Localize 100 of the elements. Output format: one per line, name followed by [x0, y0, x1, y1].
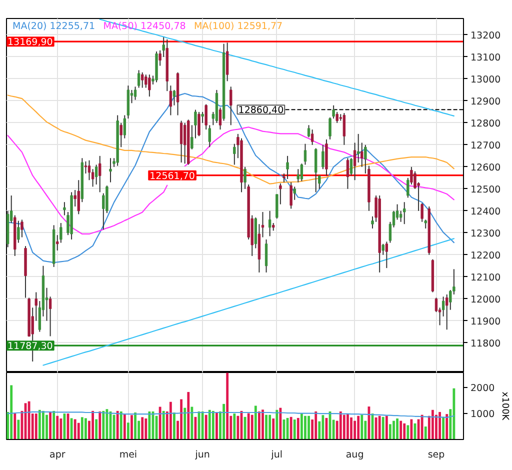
candlestick: [172, 89, 176, 106]
candlestick: [180, 120, 183, 164]
bar: [385, 416, 388, 440]
candlestick: [264, 238, 268, 273]
candlestick: [328, 116, 332, 140]
bar: [106, 409, 108, 440]
bar: [212, 410, 214, 440]
bar: [389, 424, 392, 440]
bar: [304, 416, 306, 440]
candlestick: [385, 241, 388, 269]
candlestick: [137, 70, 140, 88]
candlestick: [201, 111, 204, 124]
bar: [342, 414, 346, 440]
candlestick: [279, 182, 282, 205]
bar: [102, 410, 105, 440]
bar: [296, 418, 300, 440]
bar: [130, 415, 133, 440]
y-tick-label: 13100: [470, 52, 501, 64]
bar: [406, 425, 410, 440]
y-tick-label: 12000: [470, 294, 501, 306]
y-tick-label: 12400: [470, 206, 501, 218]
bar: [201, 411, 204, 440]
candlestick: [109, 158, 112, 183]
candlestick: [290, 182, 292, 210]
bar: [144, 418, 148, 440]
bar: [339, 411, 342, 440]
bar: [392, 420, 395, 440]
bar: [357, 416, 360, 440]
candlestick: [286, 155, 289, 180]
bar: [431, 410, 434, 440]
bar: [92, 410, 94, 440]
bar: [98, 411, 102, 440]
bar: [184, 408, 186, 440]
y-tick-label: 13200: [470, 30, 501, 42]
y-tick-label: 12900: [470, 96, 501, 108]
y-tick-label: 12300: [470, 228, 501, 240]
bar: [204, 414, 208, 440]
bar: [420, 414, 424, 440]
text: MA(100) 12591,77: [194, 21, 283, 32]
ref-line-label: 12860,40: [238, 105, 284, 116]
bar: [247, 413, 250, 440]
x-tick-label: apr: [50, 450, 66, 460]
bar: [254, 406, 257, 440]
ref-line-label: 11787,30: [8, 341, 53, 352]
candlestick: [296, 168, 300, 183]
bar: [222, 404, 225, 440]
bar: [360, 414, 364, 440]
candlestick: [244, 166, 246, 190]
y-tick-label: 12500: [470, 184, 501, 196]
candlestick: [88, 160, 91, 181]
bar: [382, 416, 384, 440]
candlestick: [134, 86, 137, 100]
candlestick: [353, 142, 356, 181]
bar: [226, 372, 229, 440]
text: MA(20) 12255,71: [12, 21, 96, 32]
bar: [38, 410, 41, 440]
y-tick-label: 2000: [470, 383, 495, 394]
bar: [190, 406, 194, 440]
bar: [314, 411, 318, 440]
ref-line-label: 12561,70: [150, 170, 195, 182]
candlestick: [307, 124, 310, 138]
bar: [46, 414, 48, 440]
bar: [233, 414, 236, 440]
bar: [258, 411, 260, 440]
x-tick-label: sep: [428, 450, 445, 460]
bar: [290, 416, 292, 440]
bar: [208, 410, 211, 440]
candlestick: [198, 111, 200, 137]
bar: [276, 410, 278, 440]
candlestick: [300, 163, 304, 182]
bar: [322, 415, 324, 440]
bar: [84, 418, 87, 440]
bar: [42, 410, 44, 440]
y-tick-label: 11800: [470, 338, 501, 350]
candlestick: [141, 72, 144, 88]
y-tick-label: 12100: [470, 272, 501, 284]
line-series: [99, 18, 454, 116]
y-tick-label: 12600: [470, 162, 501, 174]
bar: [123, 414, 126, 440]
bar: [80, 417, 84, 440]
y-tick-label: 11900: [470, 316, 501, 328]
candlestick: [74, 190, 76, 207]
candlestick: [184, 122, 186, 164]
bar: [279, 408, 282, 440]
bar: [162, 410, 165, 440]
candlestick: [17, 220, 20, 244]
candlestick: [346, 158, 350, 190]
candlestick: [230, 86, 232, 126]
bar: [49, 412, 52, 440]
bar: [74, 419, 76, 440]
candlestick: [218, 107, 222, 130]
y-tick-label: 1000: [470, 409, 495, 420]
candlestick: [364, 144, 367, 174]
candlestick: [403, 202, 406, 225]
bar: [17, 420, 20, 440]
bar: [77, 422, 80, 440]
candlestick: [350, 158, 353, 176]
candlestick: [322, 144, 324, 170]
y-tick-label: 12700: [470, 140, 501, 152]
bar: [148, 411, 151, 440]
